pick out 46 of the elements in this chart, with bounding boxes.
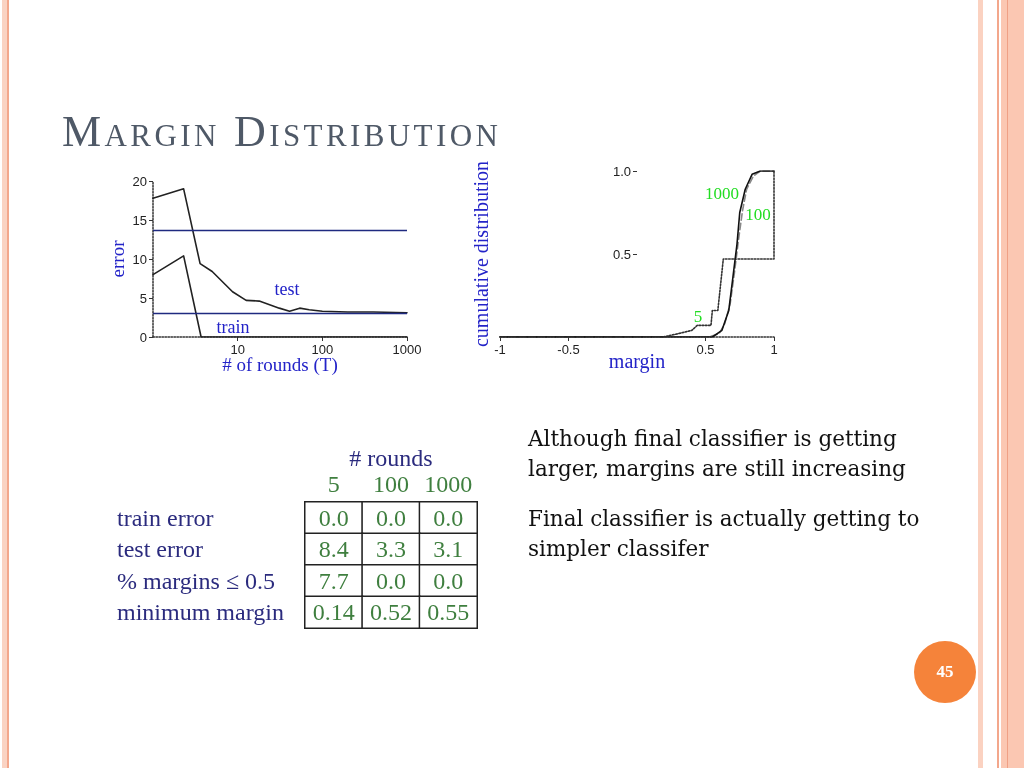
y-tick-label: 15 (132, 212, 147, 228)
y-tick-label: 1.0 (612, 163, 631, 179)
annotation: 100 (745, 204, 771, 224)
annotation: test (274, 279, 300, 299)
y-tick-label: test error (117, 536, 203, 563)
data-label: 0.14 (312, 599, 355, 626)
annotation: train (216, 317, 250, 337)
x-axis-title: # of rounds (T) (222, 354, 338, 376)
x-tick-label: 100 (311, 342, 334, 357)
data-label: 3.1 (433, 536, 464, 563)
data-label: 0.52 (370, 599, 412, 626)
data-label: 0.55 (427, 599, 470, 626)
x-tick-label: 100 (373, 471, 409, 497)
y-tick-label: 20 (132, 173, 147, 189)
x-tick-label: 5 (327, 471, 340, 497)
x-tick-label: -0.5 (557, 342, 580, 357)
x-tick-label: 1000 (392, 342, 422, 357)
x-tick-label: 1000 (424, 471, 473, 497)
y-tick-label: minimum margin (117, 599, 284, 626)
data-label: 0.0 (376, 567, 406, 594)
data-label: 8.4 (318, 536, 349, 563)
y-tick-label: 0 (139, 329, 147, 345)
x-axis-title: margin (608, 350, 666, 373)
data-label: 0.0 (433, 504, 464, 531)
x-tick-label: 1 (770, 342, 778, 357)
data-label: 0.0 (433, 567, 464, 594)
x-tick-label: 10 (230, 342, 245, 357)
text: Final classifier is actually getting to simpler classifer (528, 505, 921, 563)
chart-title: Margin Distribution (62, 106, 502, 158)
x-tick-label: -1 (494, 342, 506, 357)
data-label: 3.3 (376, 536, 406, 563)
y-tick-label: 5 (139, 290, 147, 306)
text: Although final classifier is getting larger, margins are still increasing (528, 425, 907, 483)
x-tick-label: 0.5 (696, 342, 715, 357)
data-label: 0.0 (318, 504, 349, 531)
annotation: 1000 (705, 183, 739, 203)
y-tick-label: train error (117, 504, 214, 531)
annotation: 5 (693, 306, 703, 326)
y-axis-title: cumulative distribution (470, 160, 492, 348)
y-tick-label: % margins ≤ 0.5 (117, 567, 276, 594)
data-label: 7.7 (318, 567, 349, 594)
y-axis-title: error (107, 239, 128, 278)
y-tick-label: 10 (132, 251, 147, 267)
text: 45 (935, 661, 955, 683)
data-label: 0.0 (376, 504, 406, 531)
x-axis-title: # rounds (349, 445, 433, 471)
